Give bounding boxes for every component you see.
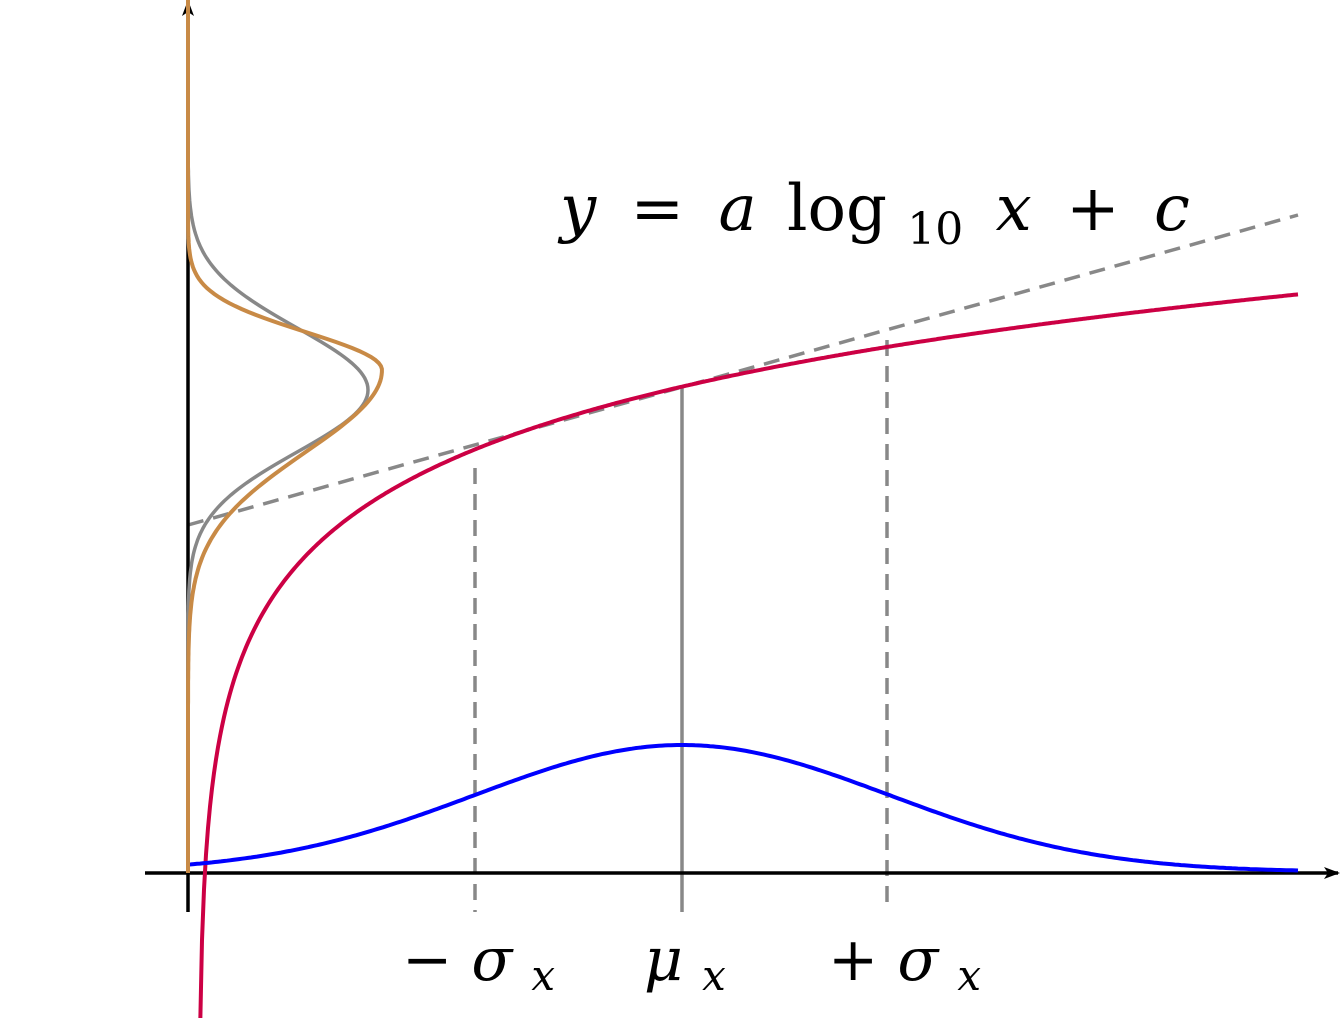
gaussian-x-curve bbox=[187, 743, 1299, 873]
equation-label: y = a log 10 x + c bbox=[557, 172, 1190, 260]
tick-label-plus-sigma: + σ x bbox=[828, 925, 981, 1000]
tick-label-minus-sigma: − σ x bbox=[402, 925, 555, 1000]
tangent-line bbox=[187, 213, 1299, 527]
gaussian-y-log-curve bbox=[186, 0, 384, 873]
gaussian-y-exact-curve bbox=[186, 0, 370, 873]
tick-label-mu: μ x bbox=[644, 925, 726, 1000]
log-curve bbox=[198, 292, 1299, 1018]
svg-text:y = a log: y = a log 10 x + c bbox=[557, 172, 1190, 260]
